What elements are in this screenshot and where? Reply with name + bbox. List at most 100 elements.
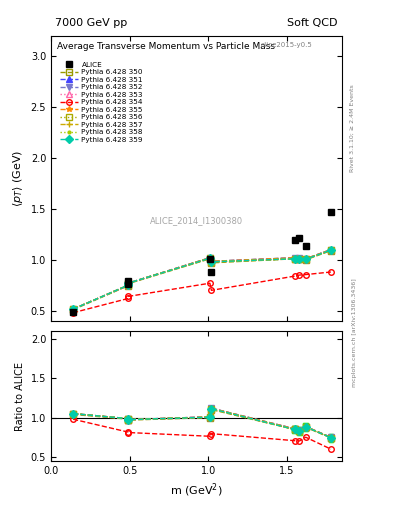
Bar xyxy=(329,434,333,441)
Pythia 6.428 351 xyxy=(126,282,130,288)
Pythia 6.428 352 xyxy=(292,254,297,261)
Bar xyxy=(292,425,297,434)
Pythia 6.428 354 xyxy=(329,269,333,275)
Pythia 6.428 359 xyxy=(329,247,333,253)
ALICE xyxy=(297,236,302,242)
Pythia 6.428 353 xyxy=(297,255,302,262)
Pythia 6.428 352 xyxy=(329,247,333,253)
Text: mcplots.cern.ch [arXiv:1306.3436]: mcplots.cern.ch [arXiv:1306.3436] xyxy=(352,279,357,387)
Pythia 6.428 358 xyxy=(126,280,130,286)
Pythia 6.428 352 xyxy=(71,306,75,312)
Pythia 6.428 359 xyxy=(297,255,302,262)
Pythia 6.428 359 xyxy=(71,306,75,312)
X-axis label: m (GeV$^2$): m (GeV$^2$) xyxy=(170,481,223,499)
Pythia 6.428 358 xyxy=(209,259,214,265)
Pythia 6.428 351 xyxy=(292,254,297,261)
Pythia 6.428 350 xyxy=(329,248,333,254)
Pythia 6.428 356 xyxy=(297,255,302,262)
Pythia 6.428 355 xyxy=(303,255,308,262)
Pythia 6.428 356 xyxy=(126,282,130,288)
Pythia 6.428 350 xyxy=(292,255,297,262)
Bar xyxy=(303,423,308,431)
Pythia 6.428 357 xyxy=(209,259,214,265)
Pythia 6.428 358 xyxy=(297,255,302,262)
Text: 7000 GeV pp: 7000 GeV pp xyxy=(55,18,127,28)
Pythia 6.428 357 xyxy=(329,247,333,253)
Pythia 6.428 357 xyxy=(71,306,75,312)
Pythia 6.428 357 xyxy=(126,280,130,286)
Pythia 6.428 354 xyxy=(71,310,75,316)
Pythia 6.428 354 xyxy=(292,273,297,279)
Pythia 6.428 352 xyxy=(209,258,214,264)
Pythia 6.428 352 xyxy=(208,254,212,261)
Pythia 6.428 358 xyxy=(126,282,130,288)
ALICE xyxy=(126,278,130,284)
Line: Pythia 6.428 357: Pythia 6.428 357 xyxy=(70,247,334,312)
Pythia 6.428 356 xyxy=(209,259,214,265)
Pythia 6.428 350 xyxy=(209,260,214,266)
Pythia 6.428 358 xyxy=(303,256,308,262)
Pythia 6.428 351 xyxy=(303,255,308,262)
ALICE xyxy=(71,309,75,315)
Bar xyxy=(297,426,302,435)
Pythia 6.428 356 xyxy=(303,256,308,262)
Pythia 6.428 354 xyxy=(208,280,212,286)
Line: Pythia 6.428 354: Pythia 6.428 354 xyxy=(70,269,334,315)
Pythia 6.428 351 xyxy=(71,306,75,312)
Line: Pythia 6.428 355: Pythia 6.428 355 xyxy=(70,247,334,312)
Bar xyxy=(329,434,333,442)
ALICE xyxy=(303,243,308,249)
Text: Average Transverse Momentum vs Particle Mass: Average Transverse Momentum vs Particle … xyxy=(57,41,275,51)
Pythia 6.428 353 xyxy=(126,280,130,286)
Pythia 6.428 352 xyxy=(126,280,130,286)
Pythia 6.428 352 xyxy=(303,255,308,262)
Line: Pythia 6.428 352: Pythia 6.428 352 xyxy=(70,247,334,312)
Pythia 6.428 353 xyxy=(329,247,333,253)
Pythia 6.428 351 xyxy=(126,280,130,286)
ALICE xyxy=(292,238,297,244)
Pythia 6.428 353 xyxy=(208,255,212,261)
Pythia 6.428 350 xyxy=(297,255,302,262)
ALICE xyxy=(329,209,333,215)
Pythia 6.428 352 xyxy=(297,254,302,261)
Pythia 6.428 358 xyxy=(292,255,297,262)
Pythia 6.428 355 xyxy=(297,254,302,261)
Line: Pythia 6.428 353: Pythia 6.428 353 xyxy=(70,247,334,312)
Bar xyxy=(303,423,308,431)
Pythia 6.428 358 xyxy=(208,255,212,261)
Pythia 6.428 355 xyxy=(71,306,75,312)
Pythia 6.428 354 xyxy=(303,271,308,278)
ALICE xyxy=(126,281,130,287)
Bar xyxy=(329,434,333,441)
Pythia 6.428 351 xyxy=(209,258,214,264)
Pythia 6.428 350 xyxy=(71,307,75,313)
Y-axis label: $\langle p_T \rangle$ (GeV): $\langle p_T \rangle$ (GeV) xyxy=(11,150,25,207)
Pythia 6.428 359 xyxy=(209,259,214,265)
Text: Soft QCD: Soft QCD xyxy=(288,18,338,28)
Pythia 6.428 350 xyxy=(208,255,212,262)
Bar xyxy=(292,425,297,434)
Pythia 6.428 351 xyxy=(329,247,333,253)
Pythia 6.428 355 xyxy=(329,247,333,253)
Pythia 6.428 359 xyxy=(208,255,212,261)
Pythia 6.428 354 xyxy=(209,287,214,293)
Pythia 6.428 353 xyxy=(126,282,130,288)
ALICE xyxy=(208,255,212,262)
Bar xyxy=(303,423,308,431)
Bar xyxy=(303,423,308,431)
Pythia 6.428 357 xyxy=(303,256,308,262)
Pythia 6.428 355 xyxy=(209,258,214,264)
Line: Pythia 6.428 356: Pythia 6.428 356 xyxy=(70,247,334,312)
Pythia 6.428 353 xyxy=(303,256,308,262)
Pythia 6.428 354 xyxy=(126,295,130,302)
Pythia 6.428 356 xyxy=(126,280,130,286)
Bar xyxy=(297,426,302,435)
Line: Pythia 6.428 351: Pythia 6.428 351 xyxy=(70,247,334,312)
Pythia 6.428 354 xyxy=(297,272,302,278)
Pythia 6.428 359 xyxy=(303,256,308,262)
Pythia 6.428 355 xyxy=(126,282,130,288)
Pythia 6.428 359 xyxy=(126,280,130,286)
Pythia 6.428 350 xyxy=(126,283,130,289)
Pythia 6.428 355 xyxy=(126,280,130,286)
Pythia 6.428 352 xyxy=(126,282,130,288)
